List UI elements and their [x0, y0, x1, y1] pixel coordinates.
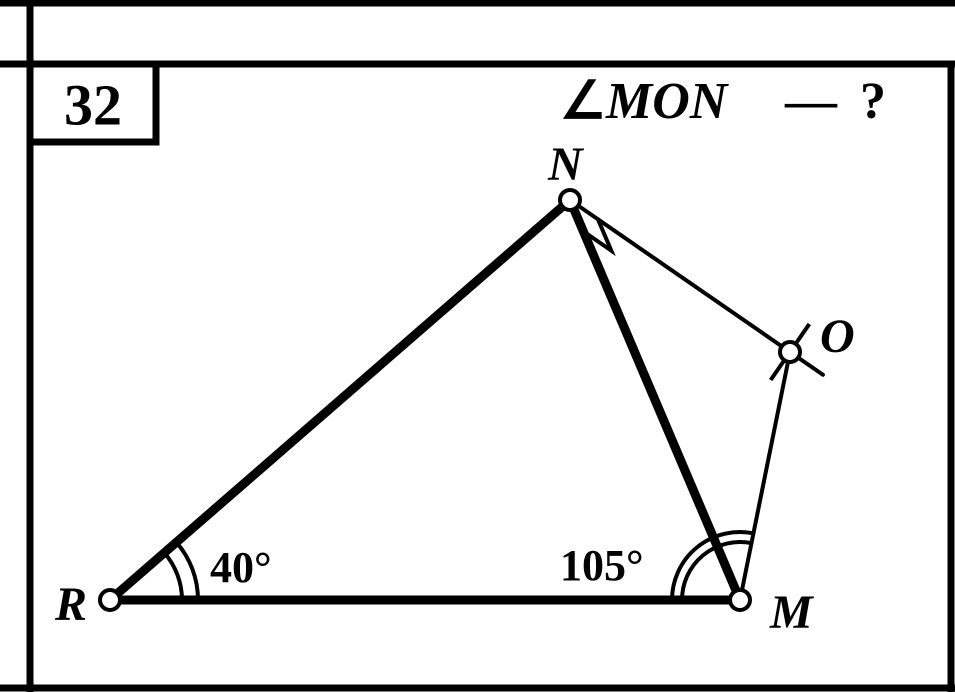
label-angR: 40° — [210, 543, 272, 592]
point-M — [730, 590, 750, 610]
geometry-figure: R M N O 40° 105° — [54, 138, 855, 639]
problem-number-box: 32 — [30, 64, 156, 142]
question-text: ∠ MON — ? — [560, 73, 886, 130]
angle-arc-r — [164, 553, 182, 600]
point-R — [100, 590, 120, 610]
label-O: O — [820, 310, 855, 363]
angle-name: MON — [605, 73, 730, 130]
angle-symbol: ∠ — [560, 73, 607, 130]
question-dash: — — [784, 73, 838, 130]
label-N: N — [547, 138, 585, 191]
segment-RN — [110, 200, 570, 600]
point-N — [560, 190, 580, 210]
label-R: R — [54, 578, 87, 631]
label-M: M — [769, 586, 815, 639]
segment-MO — [740, 352, 790, 600]
problem-number-label: 32 — [64, 73, 122, 138]
label-angM: 105° — [560, 541, 644, 590]
question-mark: ? — [860, 73, 886, 130]
point-O — [780, 342, 800, 362]
